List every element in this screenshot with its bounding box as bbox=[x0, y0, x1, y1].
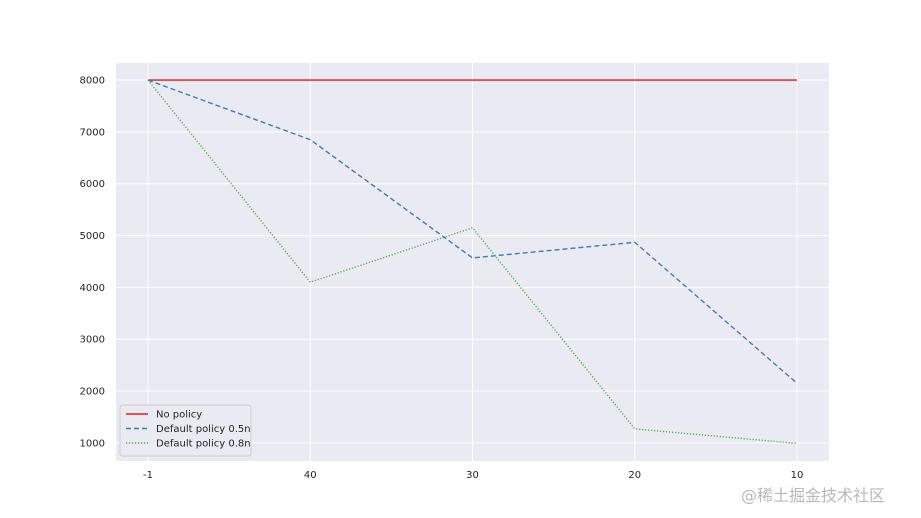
legend: No policy Default policy 0.5n Default poli… bbox=[119, 404, 252, 457]
x-tick-label: 20 bbox=[628, 470, 641, 481]
y-tick-label: 7000 bbox=[80, 127, 105, 138]
watermark: @稀土掘金技术社区 bbox=[741, 486, 886, 505]
x-tick-label: 30 bbox=[466, 470, 479, 481]
y-axis: 1000 2000 3000 4000 5000 6000 7000 8000 bbox=[80, 76, 105, 450]
y-tick-label: 1000 bbox=[80, 438, 105, 449]
legend-label: No policy bbox=[156, 410, 202, 421]
x-tick-label: -1 bbox=[143, 470, 153, 481]
x-axis: -1 40 30 20 10 bbox=[143, 470, 803, 481]
series-line bbox=[147, 79, 798, 384]
x-tick-label: 10 bbox=[791, 470, 804, 481]
y-tick-label: 8000 bbox=[80, 76, 105, 87]
legend-label: Default policy 0.5n bbox=[156, 424, 251, 435]
y-tick-label: 3000 bbox=[80, 335, 105, 346]
y-tick-label: 2000 bbox=[80, 387, 105, 398]
y-tick-label: 6000 bbox=[80, 179, 105, 190]
y-tick-label: 5000 bbox=[80, 231, 105, 242]
grid-lines bbox=[116, 63, 829, 461]
y-tick-label: 4000 bbox=[80, 283, 105, 294]
legend-label: Default policy 0.8n bbox=[156, 439, 251, 450]
legend-frame bbox=[119, 404, 252, 457]
x-tick-label: 40 bbox=[304, 470, 317, 481]
series-lines bbox=[147, 79, 798, 445]
